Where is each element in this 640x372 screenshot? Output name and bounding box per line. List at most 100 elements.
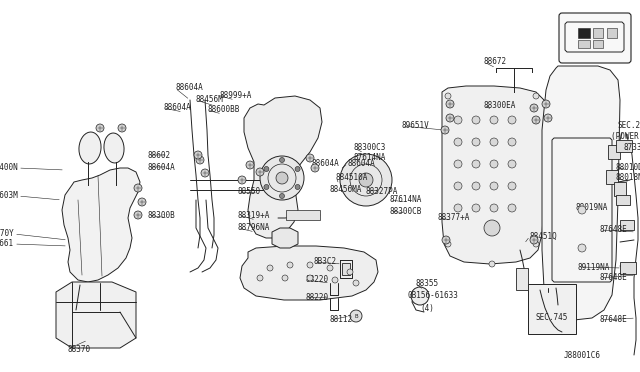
Text: 88451Q: 88451Q	[530, 231, 557, 241]
Text: 88019NA: 88019NA	[576, 203, 609, 212]
Circle shape	[472, 204, 480, 212]
Text: 87332PA: 87332PA	[623, 144, 640, 153]
Text: SEC.251: SEC.251	[618, 121, 640, 129]
Text: 88112: 88112	[330, 315, 353, 324]
Circle shape	[276, 172, 288, 184]
Text: 88672: 88672	[484, 58, 507, 67]
Circle shape	[280, 157, 285, 163]
Circle shape	[306, 154, 314, 162]
Circle shape	[508, 116, 516, 124]
Circle shape	[295, 185, 300, 189]
Text: 88796NA: 88796NA	[238, 224, 270, 232]
Text: 88300EA: 88300EA	[484, 100, 516, 109]
Circle shape	[542, 100, 550, 108]
Bar	[593, 40, 603, 48]
Text: 88670Y: 88670Y	[0, 230, 14, 238]
Text: 86400N: 86400N	[0, 164, 18, 173]
Circle shape	[490, 116, 498, 124]
Circle shape	[260, 156, 304, 200]
Circle shape	[307, 275, 313, 281]
Circle shape	[134, 211, 142, 219]
Bar	[528, 284, 576, 334]
Circle shape	[508, 182, 516, 190]
Circle shape	[138, 198, 146, 206]
Circle shape	[353, 280, 359, 286]
Text: 88604A: 88604A	[175, 83, 203, 93]
Circle shape	[472, 138, 480, 146]
Text: SEC.745: SEC.745	[535, 314, 568, 323]
Text: 88300C3: 88300C3	[354, 144, 387, 153]
Bar	[608, 145, 620, 159]
Circle shape	[532, 116, 540, 124]
Circle shape	[454, 182, 462, 190]
Text: (POWER SEAT): (POWER SEAT)	[611, 131, 640, 141]
Polygon shape	[542, 66, 620, 320]
Text: (4): (4)	[420, 304, 434, 312]
Circle shape	[472, 182, 480, 190]
Circle shape	[484, 220, 500, 236]
Circle shape	[96, 124, 104, 132]
Circle shape	[445, 93, 451, 99]
Text: 88603M: 88603M	[0, 192, 18, 201]
Circle shape	[490, 182, 498, 190]
Circle shape	[490, 160, 498, 168]
Text: 88377+A: 88377+A	[438, 214, 470, 222]
Text: 88010D: 88010D	[615, 163, 640, 171]
Circle shape	[256, 168, 264, 176]
Circle shape	[454, 160, 462, 168]
Circle shape	[264, 185, 269, 189]
Bar	[606, 170, 618, 184]
Bar	[578, 28, 590, 38]
Circle shape	[442, 236, 450, 244]
Circle shape	[350, 310, 362, 322]
Circle shape	[489, 261, 495, 267]
Circle shape	[327, 265, 333, 271]
Bar	[342, 263, 350, 275]
Circle shape	[118, 124, 126, 132]
Text: 88550: 88550	[238, 187, 261, 196]
Text: 88300CB: 88300CB	[390, 206, 422, 215]
Text: 88604A: 88604A	[148, 163, 176, 171]
Circle shape	[472, 160, 480, 168]
Text: 88604A: 88604A	[163, 103, 191, 112]
Circle shape	[446, 100, 454, 108]
Circle shape	[508, 138, 516, 146]
Bar	[516, 268, 528, 290]
Circle shape	[530, 104, 538, 112]
Ellipse shape	[104, 133, 124, 163]
Text: 884510A: 884510A	[336, 173, 369, 182]
Circle shape	[332, 277, 338, 283]
Circle shape	[340, 154, 392, 206]
Circle shape	[441, 126, 449, 134]
Circle shape	[238, 176, 246, 184]
Circle shape	[533, 241, 539, 247]
Bar	[620, 262, 636, 274]
Circle shape	[246, 161, 254, 169]
Text: 88319+A: 88319+A	[238, 211, 270, 219]
Text: 88300B: 88300B	[148, 211, 176, 219]
Text: 87614NA: 87614NA	[353, 154, 385, 163]
Text: 0B156-61633: 0B156-61633	[407, 292, 458, 301]
Bar	[593, 28, 603, 38]
Text: 88456MA: 88456MA	[330, 186, 362, 195]
Text: 88220: 88220	[305, 276, 328, 285]
Bar	[616, 140, 632, 152]
Circle shape	[411, 287, 429, 305]
Circle shape	[359, 173, 373, 187]
Text: 88355: 88355	[415, 279, 438, 288]
Circle shape	[544, 114, 552, 122]
Circle shape	[472, 116, 480, 124]
Bar	[578, 40, 590, 48]
Circle shape	[445, 241, 451, 247]
Bar	[614, 182, 626, 196]
Bar	[286, 210, 320, 220]
Text: 88456M: 88456M	[196, 96, 224, 105]
Polygon shape	[244, 96, 322, 238]
Circle shape	[530, 236, 538, 244]
Circle shape	[311, 164, 319, 172]
Circle shape	[578, 206, 586, 214]
Text: 87648E: 87648E	[600, 273, 628, 282]
Circle shape	[347, 269, 353, 275]
Circle shape	[454, 116, 462, 124]
Circle shape	[508, 160, 516, 168]
